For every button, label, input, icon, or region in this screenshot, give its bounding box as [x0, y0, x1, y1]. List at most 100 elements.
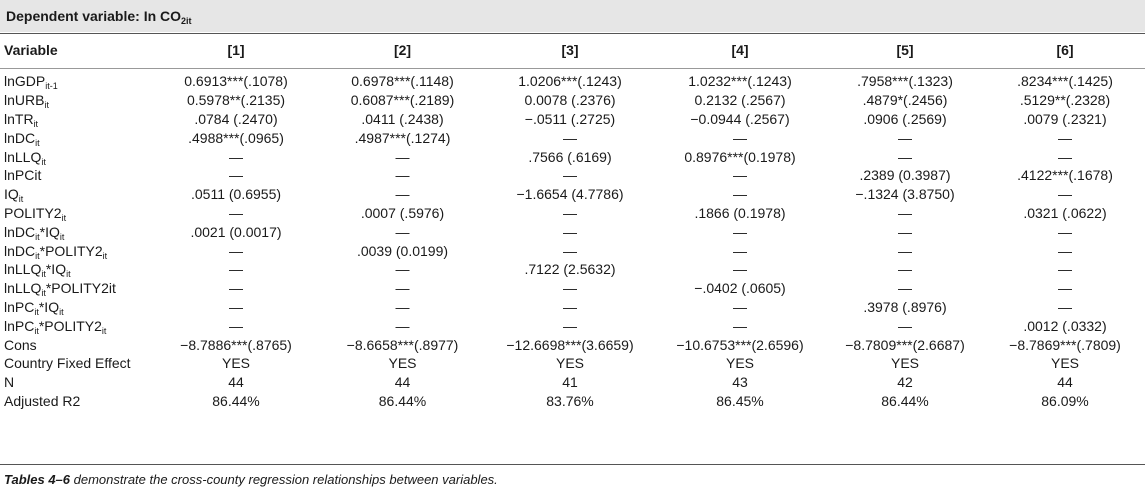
cell-value: 43	[732, 374, 748, 391]
col-header-1: [1]	[227, 42, 245, 58]
cell-value: 86.44%	[881, 392, 929, 409]
col-header-variable: Variable	[4, 42, 58, 58]
cell-value: .7122 (2.5632)	[524, 261, 616, 278]
table-row: lnLLQit — — .7566 (.6169) 0.8976***(0.1978) —…	[0, 147, 1145, 167]
cell-value: .4879*(.2456)	[862, 92, 948, 109]
cell-value: —	[395, 317, 410, 334]
cell-value: —	[733, 242, 747, 259]
cell-value: 0.6913***(.1078)	[184, 73, 288, 90]
cell-value: —	[733, 186, 747, 203]
row-variable-label: lnPCit	[0, 166, 152, 185]
cell-value: —	[563, 223, 577, 240]
variable-subscript: it	[34, 306, 39, 317]
cell-value: −8.7886***(.8765)	[180, 336, 292, 353]
cell-value: —	[898, 242, 912, 259]
cell-value: .4122***(.1678)	[1017, 167, 1113, 184]
variable-name: lnLLQ	[4, 261, 42, 278]
variable-name: lnDC	[4, 242, 36, 259]
variable-interaction: *IQ	[45, 261, 67, 278]
bottom-rule	[0, 464, 1145, 465]
variable-name: lnGDP	[4, 73, 46, 90]
row-variable-label: lnPCit*IQit	[0, 298, 152, 317]
table-row: Adjusted R2 86.44% 86.44% 83.76% 86.45% 86.44…	[0, 392, 1145, 411]
cell-value: —	[229, 204, 243, 221]
cell-value: —	[733, 223, 747, 240]
cell-value: .0411 (.2438)	[361, 110, 444, 127]
cell-value: 0.6087***(.2189)	[350, 92, 455, 109]
row-variable-label: lnLLQit*POLITY2it	[0, 279, 152, 298]
row-variable-label: Country Fixed Effect	[0, 354, 152, 373]
cell-value: YES	[555, 355, 584, 372]
dependent-variable-title: Dependent variable: In CO2it	[6, 8, 192, 26]
cell-value: —	[1058, 186, 1072, 203]
cell-value: —	[229, 280, 243, 297]
table-caption: Tables 4–6 demonstrate the cross-county …	[4, 472, 498, 487]
cell-value: YES	[725, 355, 754, 372]
cell-value: 0.6978***(.1148)	[351, 73, 454, 90]
row-variable-label: lnDCit*POLITY2it	[0, 241, 152, 261]
table-row: POLITY2it — .0007 (.5976) — .1866 (0.1978) —.…	[0, 204, 1145, 223]
row-variable-label: lnDCit*IQit	[0, 222, 152, 242]
cell-value: —	[395, 298, 410, 315]
variable-name: lnPCit	[4, 167, 42, 184]
col-header-5: [5]	[896, 42, 914, 58]
cell-value: —	[898, 148, 912, 165]
row-variable-label: lnTRit	[0, 110, 152, 129]
table-row: lnGDPit-1 0.6913***(.1078) 0.6978***(.1148…	[0, 72, 1145, 91]
cell-value: —	[563, 129, 577, 146]
cell-value: 1.0206***(.1243)	[518, 73, 622, 90]
table-row: lnPCit*IQit — — — — .3978 (.8976) —	[0, 298, 1145, 317]
cell-value: —	[733, 261, 747, 278]
col-header-2: [2]	[393, 42, 412, 58]
cell-value: 86.09%	[1041, 392, 1089, 409]
cell-value: .7566 (.6169)	[528, 148, 612, 165]
cell-value: 41	[562, 374, 578, 391]
variable-subscript: it	[59, 306, 64, 317]
cell-value: —	[563, 167, 577, 184]
cell-value: YES	[1050, 355, 1079, 372]
variable-name: IQ	[4, 186, 19, 203]
cell-value: —	[563, 298, 577, 315]
cell-value: —	[563, 242, 577, 259]
cell-value: —	[395, 186, 410, 203]
variable-interaction: *POLITY2	[38, 317, 102, 334]
cell-value: .0906 (.2569)	[863, 110, 947, 127]
cell-value: —	[1058, 298, 1072, 315]
variable-name: lnLLQ	[4, 148, 42, 165]
cell-value: −.0402 (.0605)	[694, 280, 786, 297]
cell-value: —	[1058, 280, 1072, 297]
table-row: Country Fixed Effect YES YES YES YES YES YES	[0, 354, 1145, 373]
cell-value: —	[1058, 129, 1072, 146]
top-rule	[0, 33, 1145, 34]
cell-value: —	[395, 261, 410, 278]
variable-subscript: it	[102, 250, 108, 261]
row-variable-label: lnLLQit*IQit	[0, 260, 152, 279]
cell-value: 42	[897, 374, 913, 391]
cell-value: 83.76%	[546, 392, 594, 409]
variable-name: lnPC	[4, 298, 35, 315]
table-row: lnDCit*POLITY2it — .0039 (0.0199) — — — —	[0, 241, 1145, 261]
variable-name: N	[4, 374, 15, 391]
variable-interaction: *POLITY2	[39, 242, 103, 259]
column-header-row: Variable [1] [2] [3] [4] [5] [6]	[0, 36, 1145, 64]
cell-value: −.1324 (3.8750)	[855, 186, 955, 203]
cell-value: 1.0232***(.1243)	[688, 73, 792, 90]
cell-value: .0784 (.2470)	[194, 110, 278, 127]
table-row: Cons −8.7886***(.8765) −8.6658***(.8977) −1…	[0, 335, 1145, 354]
cell-value: —	[898, 317, 912, 334]
row-variable-label: lnDCit	[0, 128, 152, 148]
table-row: N 44 44 41 43 42 44	[0, 373, 1145, 392]
cell-value: .0511 (0.6955)	[190, 186, 282, 203]
cell-value: —	[898, 129, 912, 146]
table-row: lnPCit*POLITY2it — — — — — .0012 (.0332)	[0, 316, 1145, 336]
cell-value: —	[733, 298, 747, 315]
cell-value: .7958***(.1323)	[857, 73, 953, 90]
cell-value: —	[898, 261, 912, 278]
variable-name: Adjusted R2	[4, 392, 81, 409]
row-variable-label: N	[0, 373, 152, 392]
cell-value: −12.6698***(3.6659)	[506, 336, 634, 353]
table-row: lnDCit*IQit .0021 (0.0017) — — — — —	[0, 222, 1145, 242]
cell-value: −8.6658***(.8977)	[346, 336, 459, 353]
cell-value: .4988***(.0965)	[188, 129, 284, 146]
cell-value: −0.0944 (.2567)	[690, 110, 790, 127]
